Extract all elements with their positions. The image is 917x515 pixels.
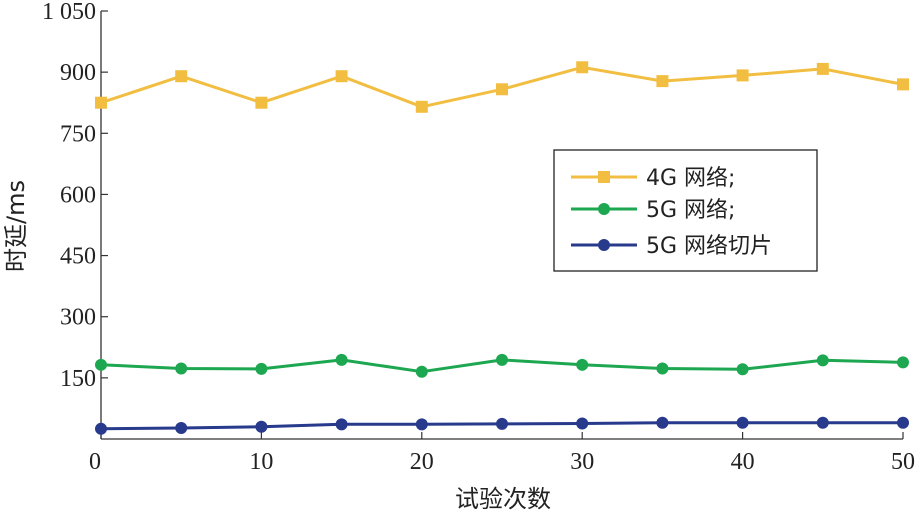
data-point [496, 417, 508, 430]
y-tick-label: 600 [60, 182, 96, 208]
legend-marker [598, 203, 610, 215]
data-point [496, 83, 508, 96]
series-1 [95, 61, 909, 113]
legend-marker [598, 239, 610, 251]
data-point [656, 75, 669, 88]
legend-entry-3: 5G 网络切片 [571, 234, 772, 259]
y-tick-label: 1 050 [42, 0, 96, 25]
data-point [816, 62, 829, 75]
axes: 150 300 450 600 750 900 1 050 0 10 20 30 40 50 [42, 0, 915, 475]
series-3 [95, 416, 909, 435]
legend-label: 5G 网络; [646, 198, 735, 223]
data-point [95, 358, 107, 371]
data-point [95, 422, 107, 435]
series-2 [95, 353, 909, 378]
y-tick-label: 750 [60, 121, 96, 147]
legend-entry-1: 4G 网络; [571, 166, 735, 191]
data-point [656, 362, 669, 375]
data-point [95, 96, 107, 109]
y-tick-label: 300 [60, 305, 96, 331]
series-layer [95, 61, 909, 435]
legend: 4G 网络; 5G 网络; 5G 网络切片 [553, 149, 818, 272]
legend-entry-2: 5G 网络; [571, 198, 735, 223]
x-axis-title: 试验次数 [455, 485, 551, 513]
data-point [816, 354, 829, 367]
x-tick-label: 30 [570, 449, 594, 475]
data-point [335, 70, 348, 83]
data-point [335, 418, 348, 431]
legend-label: 5G 网络切片 [646, 234, 772, 259]
data-point [736, 69, 749, 82]
data-point [736, 363, 749, 376]
data-point [496, 353, 508, 366]
data-point [897, 356, 909, 369]
data-point [415, 365, 428, 378]
data-point [656, 416, 669, 429]
data-point [335, 353, 348, 366]
data-point [255, 362, 268, 375]
data-point [255, 420, 268, 433]
legend-label: 4G 网络; [646, 166, 735, 191]
data-point [415, 100, 428, 113]
y-tick-label: 900 [60, 60, 96, 86]
y-tick-label: 150 [60, 366, 96, 392]
data-point [415, 418, 428, 431]
data-point [255, 96, 268, 109]
y-axis-title: 时延/ms [2, 180, 30, 272]
data-point [175, 70, 188, 83]
data-point [175, 421, 188, 434]
x-tick-label: 50 [891, 449, 915, 475]
x-tick-label: 40 [731, 449, 755, 475]
x-tick-label: 20 [410, 449, 434, 475]
data-point [576, 61, 589, 74]
data-point [576, 358, 589, 371]
x-tick-label: 0 [89, 449, 101, 475]
x-tick-label: 10 [249, 449, 273, 475]
y-tick-label: 450 [60, 244, 96, 270]
data-point [897, 416, 909, 429]
data-point [816, 416, 829, 429]
data-point [736, 416, 749, 429]
data-point [576, 417, 589, 430]
legend-marker [598, 171, 610, 183]
data-point [175, 362, 188, 375]
data-point [897, 78, 909, 91]
